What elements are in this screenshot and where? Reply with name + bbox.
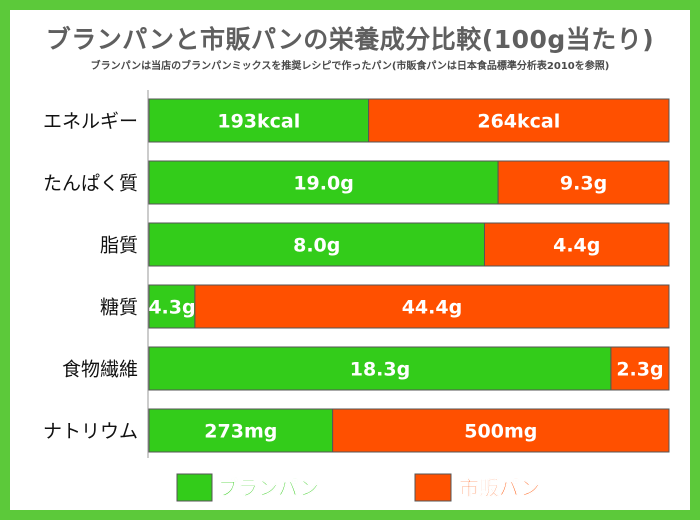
- category-label: 食物繊維: [62, 359, 138, 381]
- bar-commercial: [194, 284, 670, 329]
- category-label: たんぱく質: [43, 173, 138, 195]
- legend-swatch-commercial: [414, 473, 452, 502]
- data-label: 44.4g: [402, 297, 462, 319]
- category-label: ナトリウム: [43, 421, 138, 443]
- category-label: 糖質: [100, 297, 138, 319]
- data-label: 264kcal: [477, 111, 560, 133]
- bar-bran: [148, 160, 499, 205]
- data-label: 2.3g: [616, 359, 663, 381]
- data-label: 193kcal: [217, 111, 300, 133]
- legend-label-bran: ブランパン: [218, 476, 319, 500]
- data-label: 8.0g: [293, 235, 340, 257]
- bar-commercial: [483, 222, 670, 267]
- data-label: 500mg: [464, 421, 537, 443]
- bar-bran: [148, 222, 485, 267]
- chart-title: ブランパンと市販パンの栄養成分比較(100g当たり): [45, 25, 655, 54]
- data-label: 4.3g: [148, 297, 195, 319]
- chart-subtitle: ブランパンは当店のブランパンミックスを推奨レシピで作ったパン(市販食パンは日本食…: [90, 61, 610, 72]
- data-label: 19.0g: [293, 173, 353, 195]
- legend-swatch-bran: [176, 473, 213, 502]
- bar-commercial: [368, 98, 670, 143]
- data-label: 4.4g: [553, 235, 600, 257]
- data-label: 18.3g: [350, 359, 410, 381]
- category-label: エネルギー: [43, 111, 138, 133]
- bar-commercial: [497, 160, 670, 205]
- bar-bran: [148, 98, 370, 143]
- data-label: 9.3g: [560, 173, 607, 195]
- bar-commercial: [332, 408, 670, 453]
- bar-commercial: [610, 346, 670, 391]
- data-label: 273mg: [204, 421, 277, 443]
- bar-bran: [148, 408, 334, 453]
- legend-label-commercial: 市販パン: [459, 476, 540, 500]
- category-label: 脂質: [100, 235, 138, 257]
- bar-bran: [148, 284, 196, 329]
